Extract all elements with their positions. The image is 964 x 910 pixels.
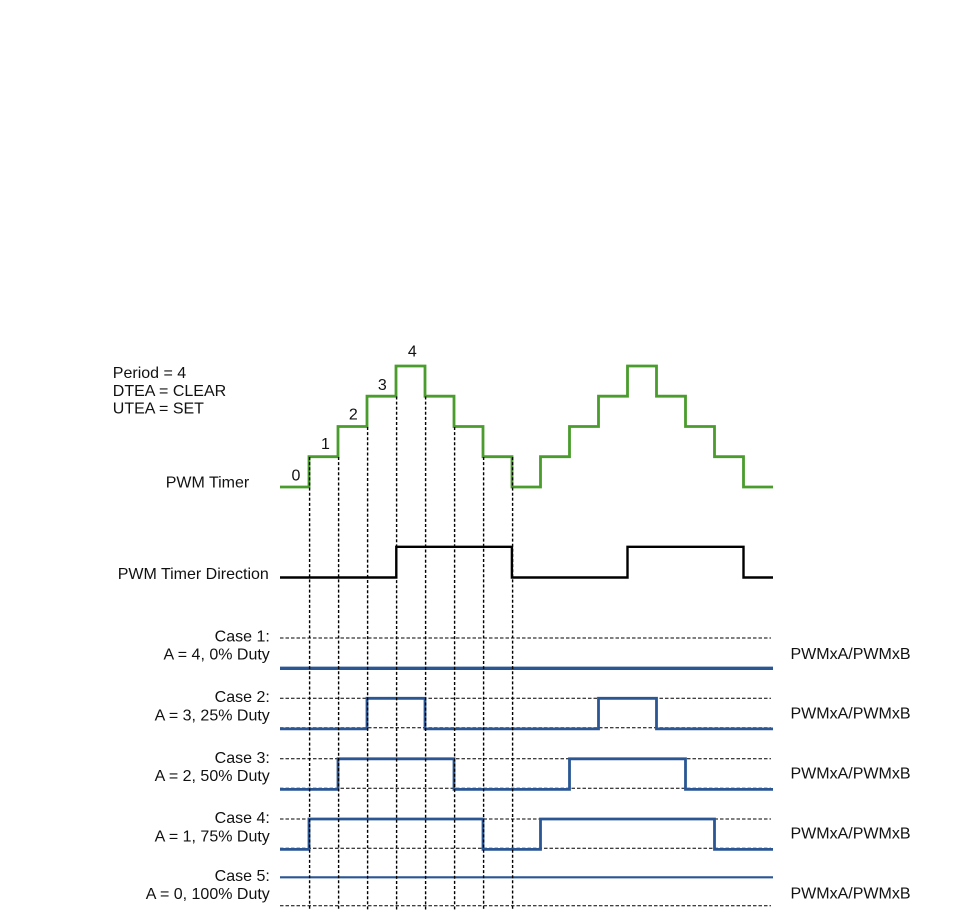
svg-text:PWM Timer Direction: PWM Timer Direction <box>118 566 269 583</box>
svg-text:A = 4, 0% Duty: A = 4, 0% Duty <box>164 647 270 664</box>
svg-text:Case 1:: Case 1: <box>215 628 270 645</box>
svg-text:DTEA = CLEAR: DTEA = CLEAR <box>113 383 226 400</box>
svg-text:PWM Timer: PWM Timer <box>166 475 250 492</box>
svg-text:A = 0, 100% Duty: A = 0, 100% Duty <box>146 886 270 903</box>
svg-text:PWMxA/PWMxB: PWMxA/PWMxB <box>791 765 911 782</box>
svg-text:A = 3, 25% Duty: A = 3, 25% Duty <box>155 707 270 724</box>
svg-text:PWMxA/PWMxB: PWMxA/PWMxB <box>791 646 911 663</box>
svg-text:3: 3 <box>378 377 387 394</box>
svg-text:Case 2:: Case 2: <box>215 689 270 706</box>
svg-text:Period = 4: Period = 4 <box>113 365 186 382</box>
svg-text:Case 3:: Case 3: <box>215 750 270 767</box>
svg-text:2: 2 <box>349 407 358 424</box>
svg-text:1: 1 <box>321 436 330 453</box>
svg-text:4: 4 <box>408 344 417 361</box>
svg-text:UTEA = SET: UTEA = SET <box>113 401 204 418</box>
svg-text:PWMxA/PWMxB: PWMxA/PWMxB <box>791 826 911 843</box>
svg-text:Case 5:: Case 5: <box>215 868 270 885</box>
svg-text:0: 0 <box>291 467 300 484</box>
svg-text:PWMxA/PWMxB: PWMxA/PWMxB <box>791 885 911 902</box>
svg-text:PWMxA/PWMxB: PWMxA/PWMxB <box>791 705 911 722</box>
svg-text:A = 1, 75% Duty: A = 1, 75% Duty <box>155 829 270 846</box>
svg-text:Case 4:: Case 4: <box>215 810 270 827</box>
svg-text:A = 2, 50% Duty: A = 2, 50% Duty <box>155 768 270 785</box>
